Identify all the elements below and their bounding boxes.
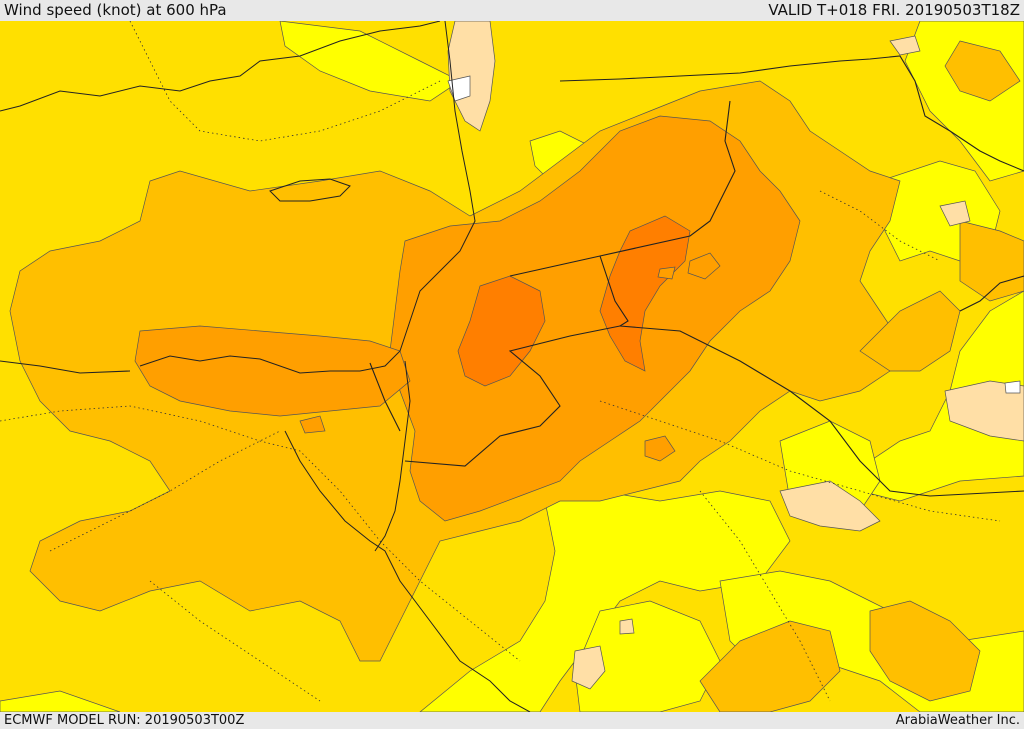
white-calm-patch-east [1004,380,1021,394]
field-level-3-islands [657,252,721,280]
field-level-3 [134,115,801,522]
internal-boundaries [0,21,1001,702]
wind-speed-map[interactable] [0,21,1024,712]
borders [0,55,1024,497]
map-header: Wind speed (knot) at 600 hPa VALID T+018… [0,0,1024,21]
valid-time: VALID T+018 FRI. 20190503T18Z [768,1,1020,19]
map-footer: ECMWF MODEL RUN: 20190503T00Z ArabiaWeat… [0,712,1024,729]
brand-credit: ArabiaWeather Inc. [895,713,1020,728]
field-level-4 [457,215,691,387]
map-title: Wind speed (knot) at 600 hPa [4,1,227,19]
model-run: ECMWF MODEL RUN: 20190503T00Z [4,713,245,728]
coastlines [0,21,531,712]
field-calm [447,21,1024,690]
